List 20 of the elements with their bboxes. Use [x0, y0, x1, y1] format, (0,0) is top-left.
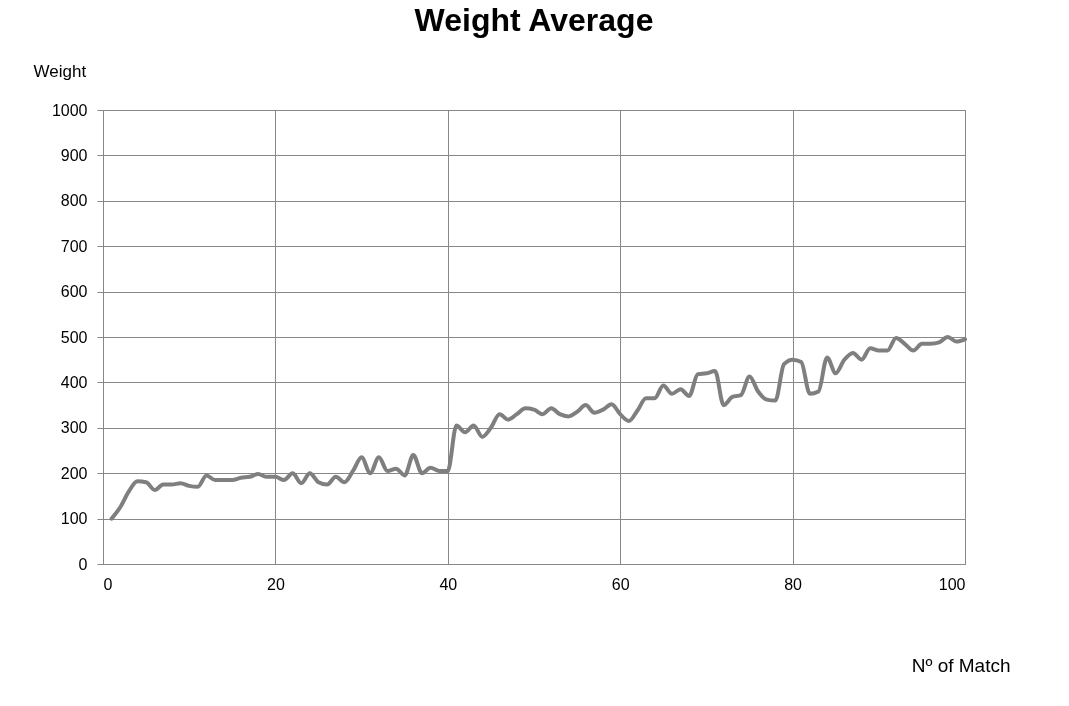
x-tick-label: 100 [938, 575, 966, 593]
x-tick-label: 80 [784, 575, 803, 593]
x-tick-label: 0 [103, 575, 113, 593]
y-tick-label: 300 [60, 419, 88, 437]
y-tick-label: 0 [78, 555, 88, 573]
chart-title: Weight Average [414, 2, 654, 38]
y-axis-title: Weight [33, 61, 87, 81]
y-tick-label: 900 [60, 146, 88, 164]
y-tick-label: 400 [60, 373, 88, 391]
y-tick-label: 600 [60, 283, 88, 301]
y-tick-label: 100 [60, 510, 88, 528]
x-axis-title: Nº of Match [911, 654, 1011, 676]
y-tick-label: 1000 [51, 101, 88, 119]
y-tick-label: 700 [60, 237, 88, 255]
y-tick-label: 800 [60, 192, 88, 210]
x-tick-label: 20 [267, 575, 285, 593]
x-tick-label: 60 [611, 575, 630, 593]
x-tick-label: 40 [439, 575, 458, 593]
y-tick-label: 500 [60, 328, 88, 346]
y-tick-label: 200 [60, 464, 88, 482]
